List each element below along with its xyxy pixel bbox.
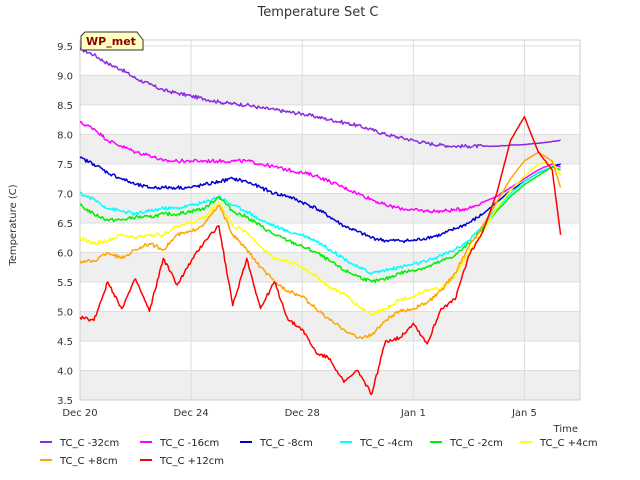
legend-item: TC_C +4cm bbox=[520, 438, 598, 449]
station-badge: WP_met bbox=[80, 31, 144, 51]
legend-label: TC_C -8cm bbox=[259, 438, 313, 449]
y-tick-label: 9.5 bbox=[57, 42, 73, 53]
plot-frame bbox=[79, 39, 581, 401]
x-axis-title: Time bbox=[553, 424, 578, 435]
series-layer bbox=[79, 47, 562, 395]
grid-band bbox=[80, 134, 580, 164]
y-tick-label: 4.5 bbox=[57, 337, 73, 348]
y-tick-label: 8.0 bbox=[57, 130, 73, 141]
series-line-tc-c-16cm bbox=[79, 120, 561, 214]
legend-item: TC_C +12cm bbox=[140, 456, 224, 467]
y-tick-label: 9.0 bbox=[57, 71, 73, 82]
chart-title: Temperature Set C bbox=[256, 5, 378, 20]
grid-band bbox=[80, 252, 580, 282]
y-tick-label: 6.5 bbox=[57, 219, 73, 230]
y-tick-label: 8.5 bbox=[57, 101, 73, 112]
legend-label: TC_C +12cm bbox=[159, 456, 224, 467]
legend-label: TC_C +4cm bbox=[539, 438, 598, 449]
grid-band bbox=[80, 311, 580, 341]
legend-item: TC_C -8cm bbox=[240, 438, 313, 449]
legend-item: TC_C -4cm bbox=[340, 438, 413, 449]
legend-label: TC_C -16cm bbox=[159, 438, 219, 449]
grid-band bbox=[80, 75, 580, 105]
y-tick-label: 6.0 bbox=[57, 248, 73, 259]
legend-item: TC_C +8cm bbox=[40, 456, 118, 467]
x-tick-label: Dec 24 bbox=[173, 408, 208, 419]
legend-item: TC_C -2cm bbox=[430, 438, 503, 449]
series-line-tc-c-8cm bbox=[79, 156, 561, 244]
series-line-tc-c-32cm bbox=[79, 47, 561, 149]
badge-label: WP_met bbox=[86, 35, 136, 48]
badge-shape bbox=[80, 31, 144, 51]
x-tick-label: Jan 1 bbox=[400, 408, 426, 419]
legend-label: TC_C -2cm bbox=[449, 438, 503, 449]
legend-label: TC_C +8cm bbox=[59, 456, 118, 467]
y-axis-title: Temperature (C) bbox=[8, 184, 19, 266]
y-tick-label: 5.0 bbox=[57, 307, 73, 318]
legend-label: TC_C -32cm bbox=[59, 438, 119, 449]
x-tick-label: Dec 28 bbox=[285, 408, 320, 419]
x-tick-label: Dec 20 bbox=[62, 408, 97, 419]
x-tick-label: Jan 5 bbox=[511, 408, 537, 419]
series-line-tc-c-4cm bbox=[79, 160, 562, 316]
legend-item: TC_C -32cm bbox=[40, 438, 119, 449]
legend-item: TC_C -16cm bbox=[140, 438, 219, 449]
legend: TC_C -32cm TC_C -16cm TC_C -8cm TC_C -4cm TC… bbox=[40, 438, 598, 467]
y-tick-label: 7.0 bbox=[57, 189, 73, 200]
y-tick-label: 4.0 bbox=[57, 366, 73, 377]
y-tick-label: 5.5 bbox=[57, 278, 73, 289]
grid-band bbox=[80, 370, 580, 400]
series-line-tc-c-12cm bbox=[79, 115, 562, 395]
y-axis-ticks: 3.5 4.0 4.5 5.0 5.5 6.0 6.5 7.0 7.5 8.0 8.5 9.0 9.5 bbox=[57, 42, 73, 407]
series-line-tc-c-8cm bbox=[79, 151, 562, 340]
y-tick-label: 3.5 bbox=[57, 396, 73, 407]
y-tick-label: 7.5 bbox=[57, 160, 73, 171]
x-axis-ticks: Dec 20 Dec 24 Dec 28 Jan 1 Jan 5 bbox=[62, 408, 537, 419]
legend-label: TC_C -4cm bbox=[359, 438, 413, 449]
